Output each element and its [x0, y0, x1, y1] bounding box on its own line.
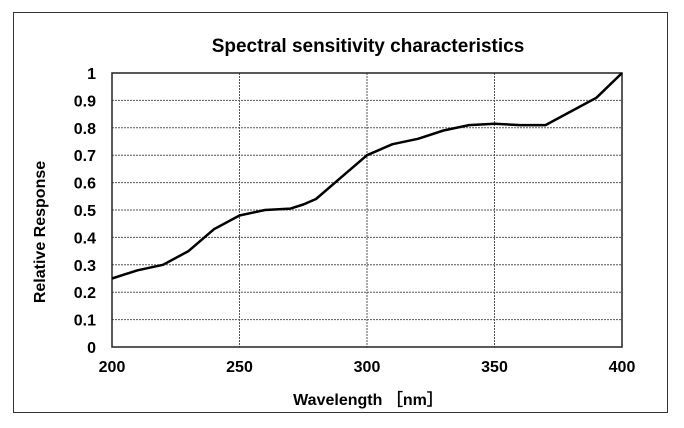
- chart-title: Spectral sensitivity characteristics: [212, 36, 525, 57]
- y-tick-label: 0.4: [74, 230, 96, 247]
- y-tick-label: 0.2: [74, 285, 96, 302]
- y-tick-label: 1: [87, 66, 96, 83]
- y-tick-label: 0.5: [74, 203, 96, 220]
- x-tick-label: 300: [354, 359, 381, 376]
- y-tick-label: 0.7: [74, 148, 96, 165]
- y-tick-label: 0.9: [74, 93, 96, 110]
- y-axis-label: Relative Response: [32, 161, 49, 303]
- plot-area: [111, 72, 623, 348]
- y-tick-label: 0.3: [74, 258, 96, 275]
- y-tick-label: 0.1: [74, 313, 96, 330]
- chart-frame: [13, 12, 668, 413]
- x-tick-label: 250: [226, 359, 253, 376]
- y-tick-label: 0.8: [74, 121, 96, 138]
- x-tick-label: 350: [481, 359, 508, 376]
- series-line: [111, 72, 623, 280]
- y-tick-label: 0: [87, 340, 96, 357]
- y-tick-label: 0.6: [74, 176, 96, 193]
- x-tick-label: 400: [609, 359, 636, 376]
- x-axis-label: Wavelength ［nm］: [293, 390, 443, 409]
- x-tick-label: 200: [99, 359, 126, 376]
